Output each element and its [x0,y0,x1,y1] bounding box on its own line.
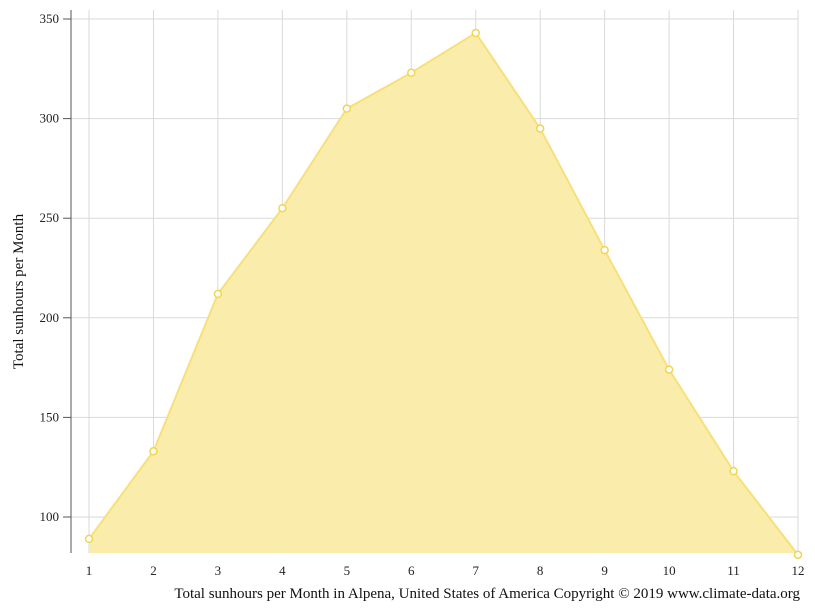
data-point [535,124,545,133]
data-point [213,289,223,299]
y-tick-label: 350 [40,11,60,26]
y-tick-label: 200 [40,310,60,325]
y-tick-label: 250 [40,210,60,225]
y-axis-title: Total sunhours per Month [11,213,27,369]
data-point [471,28,480,38]
x-tick-label: 9 [601,563,608,578]
x-tick-label: 12 [792,563,805,578]
x-tick-label: 11 [727,563,740,578]
y-tick-label: 300 [40,111,60,126]
data-point [664,365,674,374]
x-tick-label: 7 [472,563,479,578]
x-tick-label: 1 [86,563,93,578]
data-points [84,28,803,560]
data-point [793,550,803,560]
area-fill [89,32,798,555]
data-point [729,466,738,476]
x-tick-label: 2 [150,563,157,578]
data-point [149,447,158,456]
data-point [407,68,416,78]
data-point [342,104,352,113]
data-point [278,203,287,213]
series-area [88,31,799,556]
x-tick-label: 4 [279,563,286,578]
series-line [88,31,799,556]
x-tick-label: 5 [344,563,351,578]
x-tick-label: 8 [537,563,544,578]
axes [63,10,72,553]
y-tick-label: 100 [40,509,60,524]
data-point [84,534,94,544]
chart-caption: Total sunhours per Month in Alpena, Unit… [174,586,800,602]
x-tick-label: 10 [663,563,676,578]
x-tick-label: 6 [408,563,415,578]
y-tick-label: 150 [40,409,60,424]
x-tick-label: 3 [215,563,222,578]
data-point [600,245,609,255]
